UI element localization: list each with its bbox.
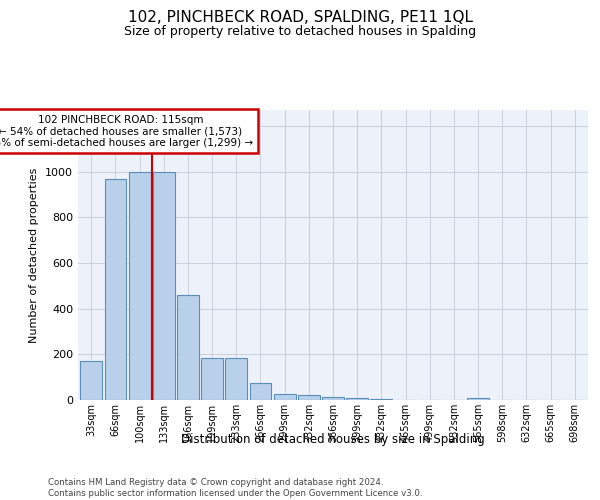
Bar: [80, 361, 102, 400]
Text: 102 PINCHBECK ROAD: 115sqm
← 54% of detached houses are smaller (1,573)
45% of s: 102 PINCHBECK ROAD: 115sqm ← 54% of deta…: [0, 114, 253, 148]
Bar: [274, 394, 296, 400]
Y-axis label: Number of detached properties: Number of detached properties: [29, 168, 40, 342]
Bar: [298, 396, 320, 400]
Bar: [322, 396, 344, 400]
Text: Size of property relative to detached houses in Spalding: Size of property relative to detached ho…: [124, 25, 476, 38]
Bar: [250, 383, 271, 400]
Bar: [153, 172, 175, 400]
Bar: [177, 295, 199, 400]
Text: Contains HM Land Registry data © Crown copyright and database right 2024.
Contai: Contains HM Land Registry data © Crown c…: [48, 478, 422, 498]
Bar: [129, 172, 151, 400]
Bar: [370, 399, 392, 400]
Bar: [467, 398, 489, 400]
Bar: [104, 178, 127, 400]
Bar: [226, 358, 247, 400]
Bar: [346, 398, 368, 400]
Text: 102, PINCHBECK ROAD, SPALDING, PE11 1QL: 102, PINCHBECK ROAD, SPALDING, PE11 1QL: [128, 10, 473, 25]
Text: Distribution of detached houses by size in Spalding: Distribution of detached houses by size …: [181, 432, 485, 446]
Bar: [201, 358, 223, 400]
